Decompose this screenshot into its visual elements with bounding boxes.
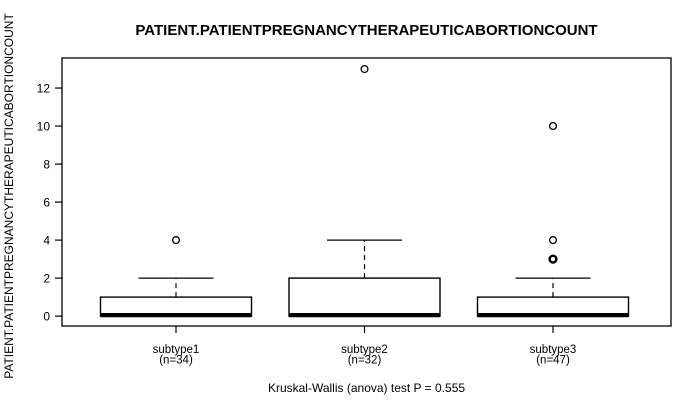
plot-frame bbox=[61, 57, 672, 327]
y-tick-label: 2 bbox=[43, 271, 50, 285]
y-tick-label: 0 bbox=[43, 309, 50, 323]
outlier-point bbox=[548, 236, 558, 245]
y-tick-label: 10 bbox=[37, 119, 51, 133]
group-count-subtype2: (n=32) bbox=[348, 355, 382, 367]
y-tick-label: 8 bbox=[43, 157, 50, 171]
outlier-point-bold bbox=[548, 254, 558, 264]
group-label-subtype1: subtype1 bbox=[153, 344, 200, 356]
chart-title: PATIENT.PATIENTPREGNANCYTHERAPEUTICABORT… bbox=[135, 22, 598, 39]
stat-test-caption: Kruskal-Wallis (anova) test P = 0.555 bbox=[267, 381, 466, 395]
y-tick-label: 12 bbox=[37, 81, 51, 95]
outlier-point bbox=[548, 121, 558, 131]
group-count-subtype1: (n=34) bbox=[159, 355, 193, 367]
outlier-point bbox=[360, 64, 369, 74]
iqr-box bbox=[288, 277, 441, 317]
group-label-subtype2: subtype2 bbox=[341, 344, 388, 356]
y-tick-label: 6 bbox=[43, 195, 50, 209]
group-label-subtype3: subtype3 bbox=[530, 344, 577, 356]
outlier-point bbox=[171, 236, 181, 245]
group-count-subtype3: (n=47) bbox=[536, 355, 570, 367]
y-tick-label: 4 bbox=[43, 233, 50, 247]
